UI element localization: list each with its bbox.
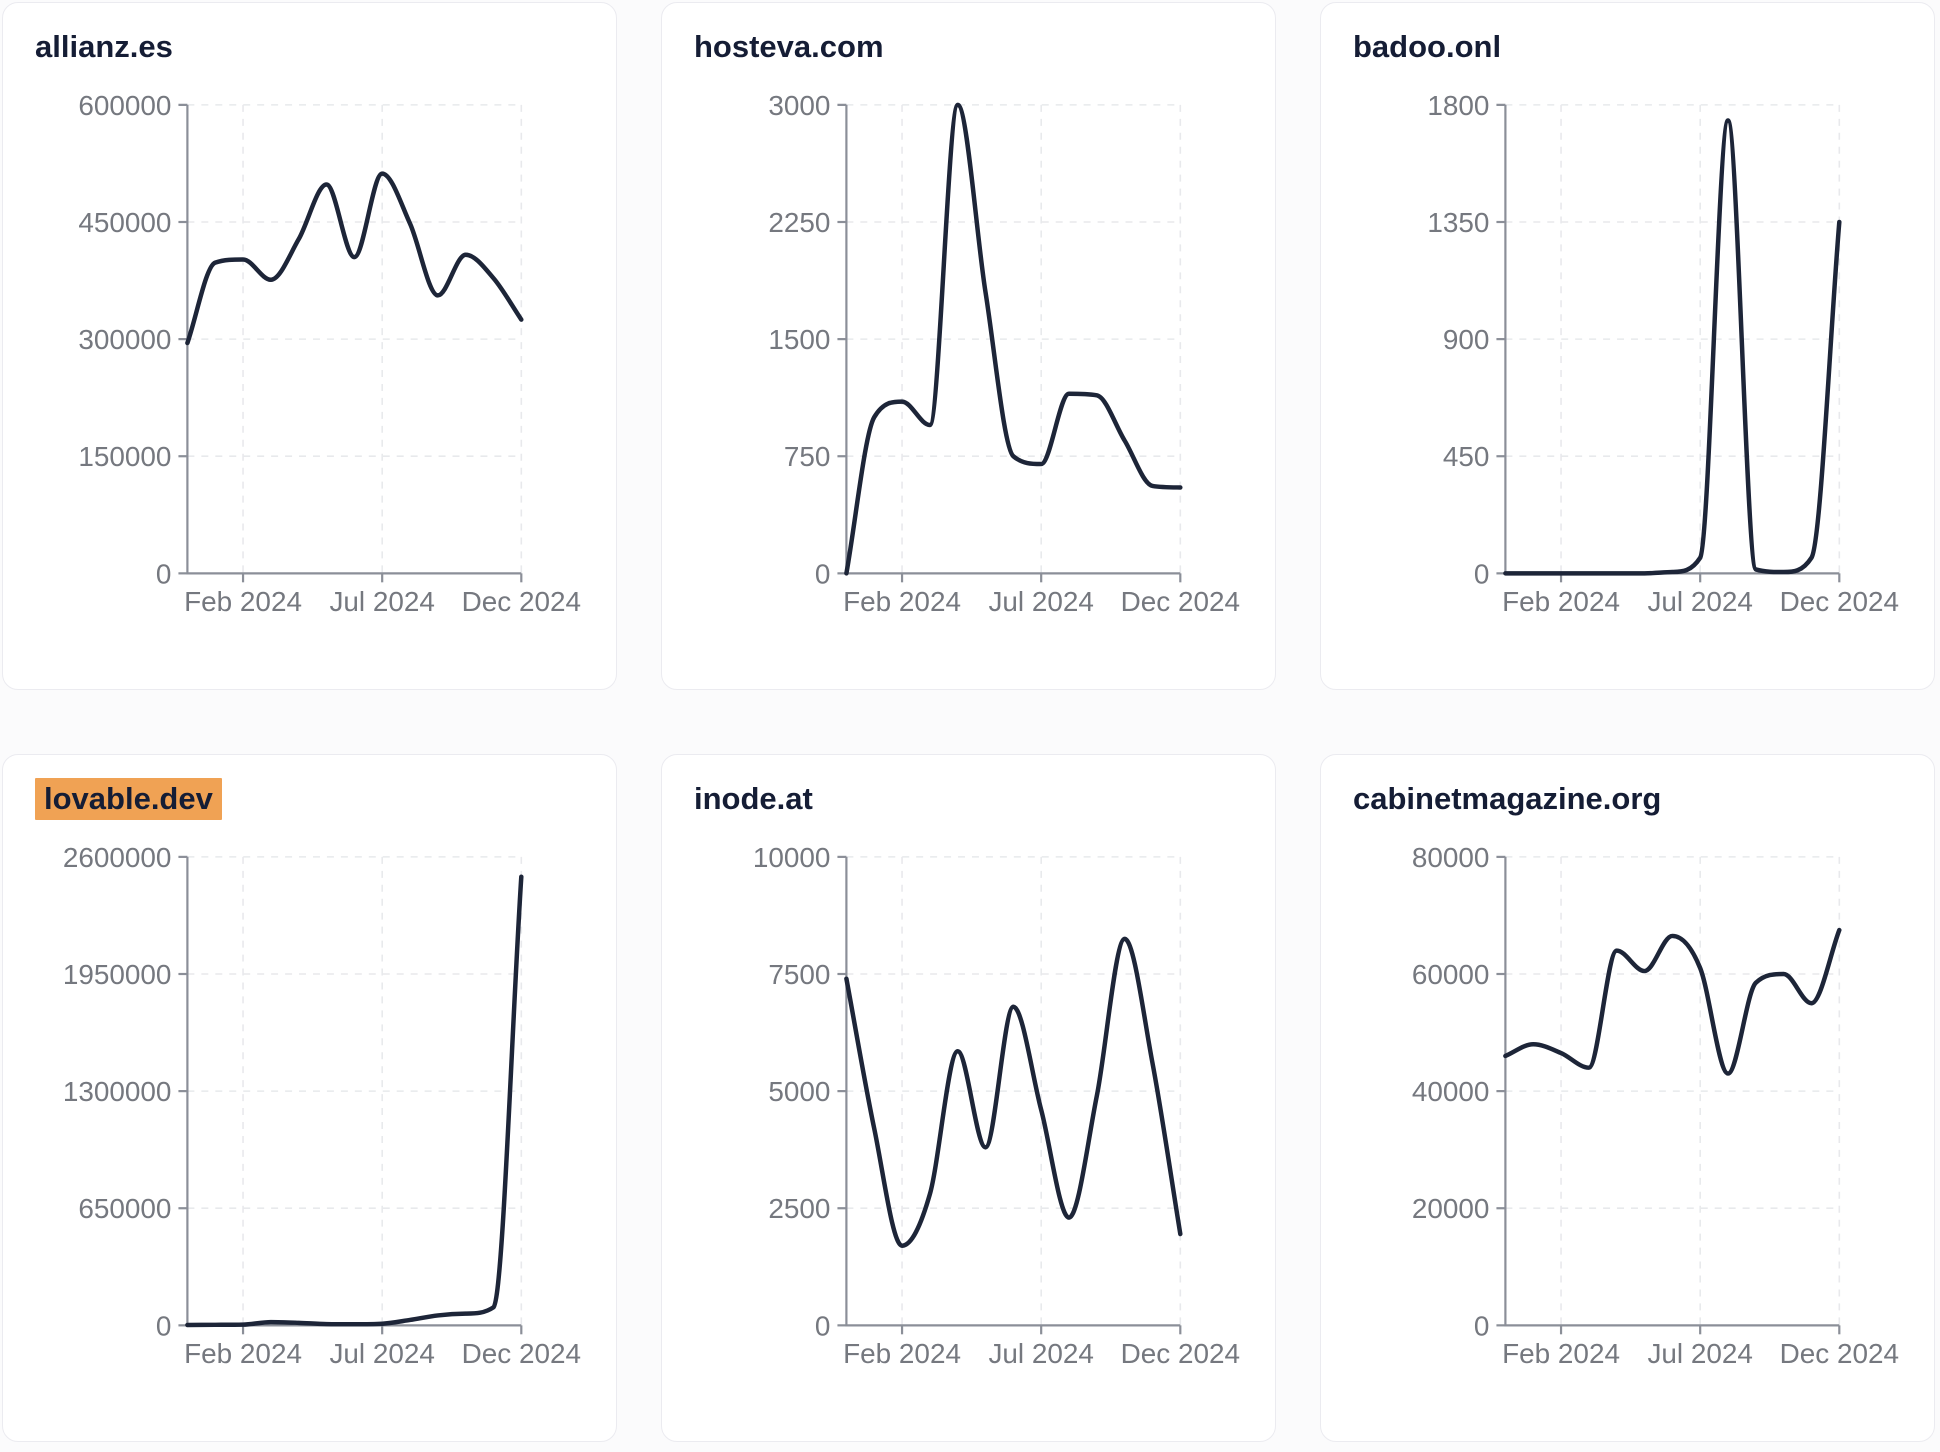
- y-tick-label: 20000: [1412, 1193, 1490, 1224]
- y-tick-label: 1950000: [63, 959, 172, 990]
- line-chart: 0 650000 1300000 1950000 2600000 Feb 2024 Jul …: [63, 842, 581, 1370]
- y-tick-label: 0: [815, 1311, 831, 1342]
- x-tick-label: Dec 2024: [462, 587, 581, 618]
- y-tick-label: 7500: [768, 959, 830, 990]
- chart-title: inode.at: [694, 779, 1245, 819]
- chart-title-text: allianz.es: [35, 29, 173, 64]
- x-tick-label: Feb 2024: [843, 587, 961, 618]
- x-tick-label: Jul 2024: [988, 587, 1093, 618]
- axis-lines: [845, 857, 1181, 1327]
- series-line: [185, 874, 524, 1328]
- x-tick-label: Jul 2024: [988, 1339, 1093, 1370]
- chart-title: hosteva.com: [694, 27, 1245, 67]
- line-chart: 0 20000 40000 60000 80000 Feb 2024 Jul 2024 Dec…: [1412, 842, 1899, 1370]
- y-tick-label: 1500: [768, 324, 830, 355]
- y-tick-label: 600000: [78, 90, 171, 121]
- x-tick-label: Dec 2024: [1121, 1339, 1240, 1370]
- y-tick-label: 5000: [768, 1076, 830, 1107]
- line-chart: 0 750 1500 2250 3000 Feb 2024 Jul 2024 Dec 2024: [768, 90, 1240, 618]
- y-tick-label: 40000: [1412, 1076, 1490, 1107]
- chart-card: allianz.es 0 150000 300000 450000 600000 Feb …: [2, 2, 617, 690]
- y-tick-label: 0: [1474, 1311, 1490, 1342]
- chart-title: cabinetmagazine.org: [1353, 779, 1904, 819]
- y-tick-label: 300000: [78, 324, 171, 355]
- x-tick-label: Dec 2024: [1121, 587, 1240, 618]
- chart-card: badoo.onl 0 450 900 1350 1800 Feb 2024 Jul 202…: [1320, 2, 1935, 690]
- y-tick-label: 450: [1443, 441, 1490, 472]
- x-tick-label: Jul 2024: [329, 587, 434, 618]
- line-chart: 0 450 900 1350 1800 Feb 2024 Jul 2024 Dec 2024: [1427, 90, 1899, 618]
- series-line: [1503, 928, 1842, 1077]
- y-tick-label: 450000: [78, 207, 171, 238]
- y-tick-label: 750: [784, 441, 831, 472]
- y-tick-label: 0: [1474, 559, 1490, 590]
- chart-title: badoo.onl: [1353, 27, 1904, 67]
- x-tick-label: Jul 2024: [1647, 587, 1752, 618]
- y-tick-label: 650000: [78, 1193, 171, 1224]
- chart-card: cabinetmagazine.org 0 20000 40000 60000 8000…: [1320, 754, 1935, 1442]
- y-tick-label: 80000: [1412, 842, 1490, 873]
- y-tick-label: 60000: [1412, 959, 1490, 990]
- y-tick-label: 2500: [768, 1193, 830, 1224]
- y-tick-label: 2250: [768, 207, 830, 238]
- series-line: [844, 936, 1183, 1249]
- x-tick-label: Feb 2024: [1502, 587, 1620, 618]
- y-tick-label: 3000: [768, 90, 830, 121]
- x-tick-label: Feb 2024: [1502, 1339, 1620, 1370]
- y-tick-label: 10000: [753, 842, 831, 873]
- y-tick-label: 1800: [1427, 90, 1489, 121]
- y-tick-label: 0: [815, 559, 831, 590]
- x-tick-label: Jul 2024: [1647, 1339, 1752, 1370]
- y-tick-label: 150000: [78, 441, 171, 472]
- y-tick-label: 2600000: [63, 842, 172, 873]
- chart-card: hosteva.com 0 750 1500 2250 3000 Feb 2024 Jul …: [661, 2, 1276, 690]
- x-tick-label: Feb 2024: [184, 1339, 302, 1370]
- chart-title-text: badoo.onl: [1353, 29, 1502, 64]
- x-tick-label: Feb 2024: [843, 1339, 961, 1370]
- x-tick-label: Feb 2024: [184, 587, 302, 618]
- y-tick-label: 900: [1443, 324, 1490, 355]
- x-tick-label: Dec 2024: [1780, 587, 1899, 618]
- x-tick-label: Dec 2024: [1780, 1339, 1899, 1370]
- y-tick-label: 1350: [1427, 207, 1489, 238]
- chart-card: lovable.dev 0 650000 1300000 1950000 2600000…: [2, 754, 617, 1442]
- series-line: [185, 171, 524, 346]
- chart-title: lovable.dev: [35, 778, 586, 820]
- series-line: [844, 102, 1183, 576]
- x-tick-label: Jul 2024: [329, 1339, 434, 1370]
- chart-title-text: cabinetmagazine.org: [1353, 781, 1662, 816]
- line-chart: 0 150000 300000 450000 600000 Feb 2024 Jul 202…: [78, 90, 581, 618]
- line-chart: 0 2500 5000 7500 10000 Feb 2024 Jul 2024 Dec 20…: [753, 842, 1240, 1370]
- chart-title-text: lovable.dev: [35, 778, 222, 820]
- y-tick-label: 0: [156, 559, 172, 590]
- chart-title-text: hosteva.com: [694, 29, 884, 64]
- chart-title: allianz.es: [35, 27, 586, 67]
- chart-title-text: inode.at: [694, 781, 813, 816]
- y-tick-label: 0: [156, 1311, 172, 1342]
- series-line: [1503, 118, 1842, 576]
- x-tick-label: Dec 2024: [462, 1339, 581, 1370]
- y-tick-label: 1300000: [63, 1076, 172, 1107]
- chart-card: inode.at 0 2500 5000 7500 10000 Feb 2024 Jul 2…: [661, 754, 1276, 1442]
